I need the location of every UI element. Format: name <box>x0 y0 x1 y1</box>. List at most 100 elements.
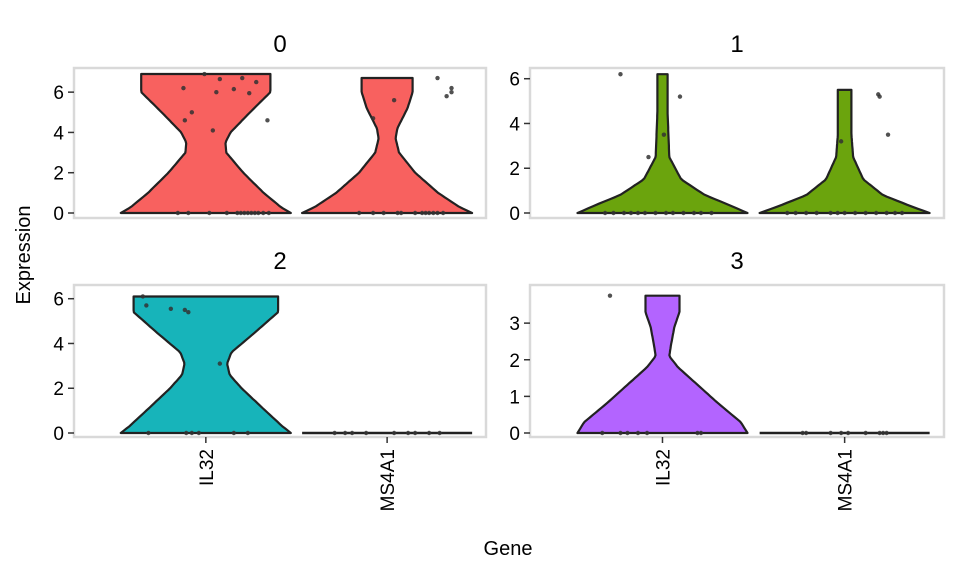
y-tick-label: 2 <box>53 379 64 400</box>
data-point <box>207 210 212 216</box>
data-point <box>175 210 181 216</box>
data-point <box>681 210 686 216</box>
data-point <box>381 210 386 216</box>
data-point <box>370 210 376 216</box>
data-point <box>698 210 704 216</box>
data-point <box>709 210 714 216</box>
data-point <box>332 430 337 436</box>
violin-il32 <box>119 295 292 435</box>
data-point <box>785 210 790 216</box>
data-point <box>440 210 446 216</box>
data-point <box>182 118 188 123</box>
data-point <box>370 116 376 121</box>
y-tick-label: 1 <box>509 387 520 408</box>
y-tick-label: 6 <box>53 290 64 311</box>
data-point <box>845 430 851 436</box>
violin-ms4a1 <box>758 88 931 215</box>
data-point <box>168 306 174 311</box>
data-point <box>691 210 697 216</box>
x-tick-label: IL32 <box>653 449 674 486</box>
data-point <box>181 85 186 91</box>
data-point <box>607 293 613 298</box>
data-point <box>899 210 905 216</box>
data-point <box>863 430 868 436</box>
data-point <box>247 90 252 96</box>
data-point <box>266 210 272 216</box>
data-point <box>663 210 669 216</box>
data-point <box>444 93 449 99</box>
panel-title: 0 <box>273 31 286 58</box>
data-point <box>217 361 223 366</box>
y-tick-label: 0 <box>53 424 64 445</box>
data-point <box>210 128 216 133</box>
data-point <box>146 430 151 436</box>
data-point <box>602 210 608 216</box>
data-point <box>426 430 432 436</box>
panel-title: 1 <box>730 31 743 58</box>
data-point <box>803 430 809 436</box>
data-point <box>342 430 348 436</box>
data-point <box>600 430 605 436</box>
data-point <box>635 430 641 436</box>
data-point <box>621 210 627 216</box>
data-point <box>144 303 149 308</box>
data-point <box>670 210 676 216</box>
panel-frame <box>72 66 488 220</box>
data-point <box>419 210 425 216</box>
data-point <box>189 110 195 115</box>
data-point <box>217 76 223 82</box>
data-point <box>793 210 798 216</box>
y-tick-label: 6 <box>509 70 520 91</box>
data-point <box>625 430 630 436</box>
data-point <box>435 210 440 216</box>
data-point <box>885 132 891 137</box>
data-point <box>256 210 261 216</box>
y-tick-label: 3 <box>509 314 520 335</box>
data-point <box>140 294 146 299</box>
data-point <box>426 210 432 216</box>
data-point <box>644 430 650 436</box>
data-point <box>235 210 240 216</box>
data-point <box>852 210 858 216</box>
data-point <box>431 210 436 216</box>
data-point <box>265 118 270 123</box>
data-point <box>254 79 259 85</box>
y-tick-label: 0 <box>509 424 520 445</box>
y-tick-label: 0 <box>509 204 520 225</box>
data-point <box>828 210 833 216</box>
data-point <box>261 210 266 216</box>
data-point <box>698 430 704 436</box>
data-point <box>628 210 634 216</box>
data-point <box>214 89 219 95</box>
y-tick-label: 2 <box>509 351 520 372</box>
panel-title: 3 <box>730 248 743 275</box>
data-point <box>618 430 623 436</box>
data-point <box>642 210 648 216</box>
data-point <box>828 430 833 436</box>
data-point <box>186 309 191 315</box>
data-point <box>863 210 868 216</box>
y-tick-label: 4 <box>53 123 64 144</box>
data-point <box>842 210 847 216</box>
data-point <box>189 430 195 436</box>
data-point <box>635 210 641 216</box>
x-axis-label: Gene <box>484 538 533 560</box>
violin-il32 <box>119 72 292 215</box>
data-point <box>838 139 844 144</box>
y-tick-label: 0 <box>53 204 64 225</box>
data-point <box>877 94 882 99</box>
data-point <box>356 210 362 216</box>
data-point <box>800 430 805 436</box>
data-point <box>892 210 898 216</box>
data-point <box>412 210 418 216</box>
data-point <box>231 430 237 436</box>
data-point <box>249 210 254 216</box>
data-point <box>838 430 844 436</box>
data-point <box>202 71 207 77</box>
panel-frame <box>528 283 946 439</box>
data-point <box>884 210 889 216</box>
violin-il32 <box>576 73 749 215</box>
panel-title: 2 <box>273 248 286 275</box>
data-point <box>611 210 616 216</box>
